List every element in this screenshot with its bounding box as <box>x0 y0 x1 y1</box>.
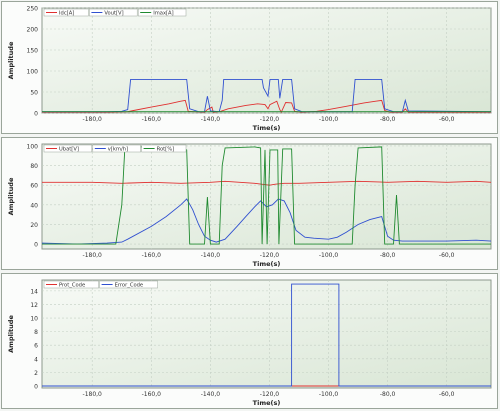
x-axis-label: Time(s) <box>253 399 281 407</box>
y-tick-label: 4 <box>34 356 38 363</box>
x-tick-label: -100,0 <box>319 391 339 398</box>
x-tick-label: -160,0 <box>142 116 162 123</box>
y-tick-label: 250 <box>27 6 39 13</box>
y-tick-label: 50 <box>30 90 38 97</box>
x-axis-label: Time(s) <box>253 124 281 132</box>
x-tick-label: -180,0 <box>83 391 103 398</box>
x-tick-label: -80,0 <box>380 252 396 259</box>
legend-item <box>137 8 187 17</box>
y-tick-label: 12 <box>30 302 38 309</box>
y-tick-label: 14 <box>30 288 38 295</box>
y-tick-label: 0 <box>34 242 38 249</box>
legend-label: Idc[A] <box>59 11 74 17</box>
legend: Ubat[V] v[km/h] Rot[%] <box>43 144 187 153</box>
series-line-idc-a <box>42 99 491 114</box>
x-tick-label: -80,0 <box>380 116 396 123</box>
x-tick-label: -120,0 <box>260 391 280 398</box>
x-tick-label: -160,0 <box>142 252 162 259</box>
series-line-error-code <box>42 283 491 387</box>
series-line-v-km-h <box>41 198 492 245</box>
series-line-ubat-v <box>42 180 492 186</box>
x-tick-label: -60,0 <box>439 252 455 259</box>
plot-area <box>41 279 492 389</box>
y-tick-label: 40 <box>30 202 38 209</box>
legend-item <box>43 280 99 289</box>
legend-item <box>92 144 141 153</box>
legend-label: Vout[V] <box>104 11 123 17</box>
y-tick-label: 20 <box>30 222 38 229</box>
x-tick-label: -100,0 <box>319 116 339 123</box>
x-axis-label: Time(s) <box>253 260 281 268</box>
legend-label: Error_Code <box>115 283 144 289</box>
chart-2: 0 20 40 60 80 100 -180,0 -160,0 -140,0 -120,0 -100… <box>7 143 492 268</box>
y-tick-label: 80 <box>30 163 38 170</box>
legend: Idc[A] Vout[V] Imax[A] <box>43 8 187 17</box>
plot-area <box>41 7 492 114</box>
legend-item <box>89 8 138 17</box>
legend-label: Prot_Code <box>59 283 85 289</box>
x-tick-label: -120,0 <box>260 252 280 259</box>
x-tick-label: -180,0 <box>83 116 103 123</box>
chart-panel-3: 0 2 4 6 8 10 12 14 -180,0 -160,0 -140,0 -120,0 -100,… <box>1 273 498 409</box>
x-tick-label: -120,0 <box>260 116 280 123</box>
x-tick-label: -60,0 <box>439 391 455 398</box>
legend-label: v[km/h] <box>108 147 128 153</box>
x-tick-label: -60,0 <box>439 116 455 123</box>
y-tick-label: 8 <box>34 329 38 336</box>
chart-1: 0 50 100 150 200 250 -180,0 -160,0 -140,0 -120,0 -… <box>7 6 492 132</box>
legend-item <box>99 280 158 289</box>
y-tick-label: 100 <box>27 143 39 150</box>
legend: Prot_Code Error_Code <box>43 280 158 289</box>
x-tick-label: -160,0 <box>142 391 162 398</box>
y-axis-label: Amplitude <box>7 315 15 353</box>
x-tick-label: -140,0 <box>201 252 221 259</box>
legend-label: Ubat[V] <box>59 147 79 153</box>
y-tick-label: 2 <box>34 370 38 377</box>
series-line-vout-v <box>42 78 492 113</box>
chart-panel-2: 0 20 40 60 80 100 -180,0 -160,0 -140,0 -120,0 -100… <box>1 137 498 270</box>
legend-item <box>141 144 187 153</box>
y-tick-label: 100 <box>27 69 39 76</box>
x-tick-label: -180,0 <box>83 252 103 259</box>
legend-label: Imax[A] <box>153 11 173 17</box>
y-tick-label: 200 <box>27 27 39 34</box>
y-tick-label: 10 <box>30 316 38 323</box>
y-tick-label: 0 <box>34 383 38 390</box>
y-tick-label: 0 <box>34 111 38 118</box>
x-tick-label: -140,0 <box>201 391 221 398</box>
y-tick-label: 150 <box>27 48 39 55</box>
chart-panel-1: 0 50 100 150 200 250 -180,0 -160,0 -140,0 -120,0 -… <box>1 1 498 134</box>
x-tick-label: -140,0 <box>201 116 221 123</box>
y-axis-label: Amplitude <box>7 177 15 215</box>
legend-item <box>43 144 93 153</box>
y-tick-label: 6 <box>34 343 38 350</box>
legend-item <box>43 8 89 17</box>
x-tick-label: -80,0 <box>380 391 396 398</box>
x-tick-label: -100,0 <box>319 252 339 259</box>
chart-3: 0 2 4 6 8 10 12 14 -180,0 -160,0 -140,0 -120,0 -100,… <box>7 279 492 407</box>
legend-label: Rot[%] <box>157 147 175 153</box>
y-tick-label: 60 <box>30 183 38 190</box>
y-axis-label: Amplitude <box>7 41 15 79</box>
